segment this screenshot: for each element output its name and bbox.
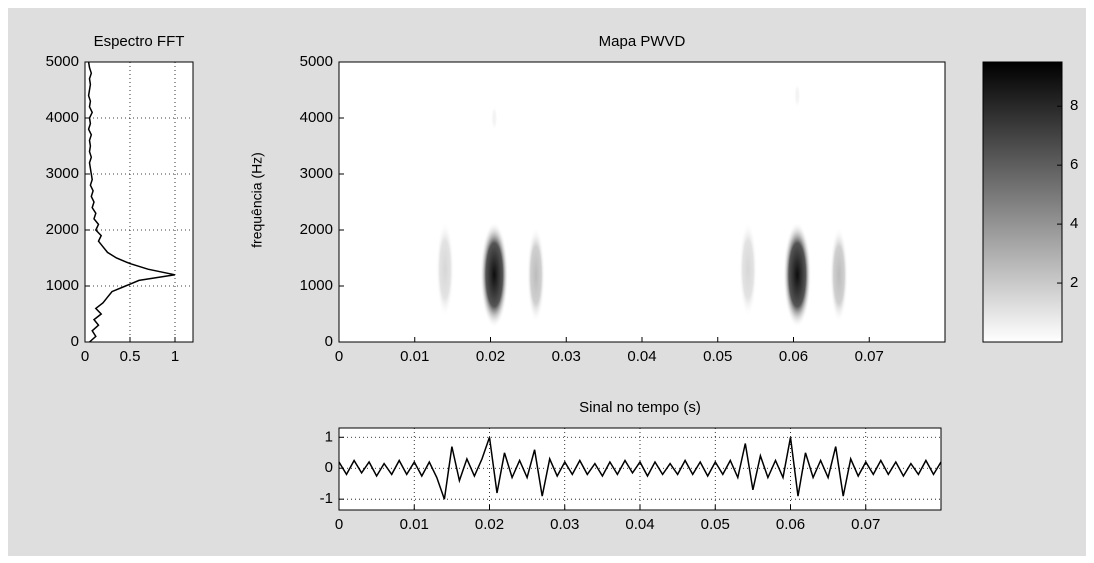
axes-title: Sinal no tempo (s) [579, 399, 701, 416]
x-tick-label: 0.02 [475, 516, 504, 533]
axes-frame [84, 61, 194, 343]
axes-frame [338, 427, 942, 511]
y-tick-label: 2000 [300, 221, 333, 238]
x-tick-label: 0.03 [552, 348, 581, 365]
y-tick-label: 0 [325, 459, 333, 476]
y-tick-label: -1 [320, 490, 333, 507]
data-line [338, 437, 942, 500]
axes-background [339, 62, 945, 342]
y-tick-label: 2000 [46, 221, 79, 238]
colorbar-tick-label: 6 [1070, 156, 1078, 173]
pwvd-blob [526, 226, 545, 323]
y-tick-label: 4000 [300, 109, 333, 126]
pwvd-blob [794, 83, 801, 108]
axes-background [85, 62, 193, 342]
x-tick-label: 0.05 [701, 516, 730, 533]
colorbar-tick-label: 4 [1070, 215, 1078, 232]
axes-title: Espectro FFT [94, 33, 185, 50]
pwvd-blob [436, 221, 455, 318]
y-tick-label: 5000 [300, 53, 333, 70]
y-tick-label: 3000 [46, 165, 79, 182]
x-tick-label: 0.05 [703, 348, 732, 365]
axes-title: Mapa PWVD [599, 33, 686, 50]
y-tick-label: 1000 [300, 277, 333, 294]
x-tick-label: 0.01 [400, 516, 429, 533]
x-tick-label: 0.02 [476, 348, 505, 365]
y-tick-label: 0 [325, 333, 333, 350]
pwvd-blob [783, 221, 812, 328]
colorbar-tick-label: 2 [1070, 274, 1078, 291]
x-tick-label: 0.07 [851, 516, 880, 533]
colorbar [982, 61, 1063, 343]
x-tick-label: 0.01 [400, 348, 429, 365]
y-axis-label: frequência (Hz) [249, 152, 265, 248]
x-tick-label: 0 [81, 348, 89, 365]
x-tick-label: 0.06 [779, 348, 808, 365]
axes-frame [338, 61, 946, 343]
pwvd-blob [739, 221, 758, 318]
y-tick-label: 4000 [46, 109, 79, 126]
x-tick-label: 0.04 [625, 516, 654, 533]
x-tick-label: 0 [335, 348, 343, 365]
x-tick-label: 0 [335, 516, 343, 533]
y-tick-label: 5000 [46, 53, 79, 70]
x-tick-label: 0.03 [550, 516, 579, 533]
y-tick-label: 1 [325, 428, 333, 445]
x-tick-label: 0.06 [776, 516, 805, 533]
colorbar-tick-label: 8 [1070, 97, 1078, 114]
y-tick-label: 0 [71, 333, 79, 350]
data-line [87, 61, 176, 343]
x-tick-label: 1 [171, 348, 179, 365]
y-tick-label: 3000 [300, 165, 333, 182]
pwvd-blob [480, 221, 509, 328]
y-tick-label: 1000 [46, 277, 79, 294]
x-tick-label: 0.5 [120, 348, 141, 365]
x-tick-label: 0.07 [855, 348, 884, 365]
pwvd-blob [491, 106, 498, 130]
x-tick-label: 0.04 [627, 348, 656, 365]
pwvd-blob [829, 226, 848, 323]
